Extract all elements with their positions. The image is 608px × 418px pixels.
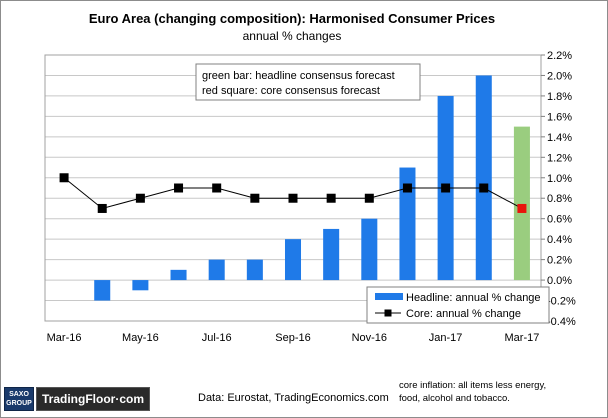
x-tick-label: Sep-16 [275,332,310,344]
y-tick-label: 2.2% [547,50,572,62]
chart-title: Euro Area (changing composition): Harmon… [89,11,495,26]
legend: Headline: annual % change Core: annual %… [366,286,550,324]
x-tick-label: Jan-17 [429,332,463,344]
saxo-logo-bottom: GROUP [6,400,32,407]
x-tick-label: Jul-16 [202,332,232,344]
footer-logos: SAXO GROUP TradingFloor·com [4,387,150,411]
source-note: Data: Eurostat, TradingEconomics.com [198,392,389,404]
core-note-line-2: food, alcohol and tobacco. [399,393,510,404]
bar [475,75,492,281]
core-inflation-note: core inflation: all items less energy, f… [399,379,604,405]
bar [208,259,225,281]
x-tick-label: Mar-17 [505,332,540,344]
y-tick-label: 2.0% [547,70,572,82]
legend-core-marker [384,309,392,317]
bar [94,280,111,301]
y-tick-label: 1.4% [547,132,572,144]
core-marker [364,193,374,203]
core-marker [402,183,412,193]
bar [170,269,187,281]
y-axis-ticks: -0.4% -0.2% 0.0% 0.2% 0.4% 0.6% 0.8% 1.0% 1.2% 1.… [541,50,576,328]
y-tick-label: 0.8% [547,193,572,205]
y-tick-label: 1.2% [547,152,572,164]
line-series [59,173,527,213]
bar [132,280,149,291]
y-tick-label: 0.4% [547,234,572,246]
bar [361,218,378,281]
core-marker [174,183,184,193]
core-marker [212,183,222,193]
bar [399,167,416,281]
core-marker [135,193,145,203]
core-marker [59,173,69,183]
y-tick-label: 0.6% [547,214,572,226]
bar [284,239,302,281]
annotation-line-1: green bar: headline consensus forecast [202,70,395,82]
legend-headline-label: Headline: annual % change [406,292,541,304]
annotation-border [195,63,421,101]
legend-headline-swatch [375,293,403,300]
core-marker [479,183,489,193]
y-tick-label: 0.0% [547,275,572,287]
bar [323,228,340,281]
y-tick-label: 1.0% [547,173,572,185]
y-tick-label: -0.2% [547,296,576,308]
annotation-box: green bar: headline consensus forecast r… [195,63,421,101]
y-tick-label: 1.6% [547,111,572,123]
forecast-core-marker [517,203,527,213]
forecast-bar [513,126,530,281]
y-tick-label: 1.8% [547,91,572,103]
core-marker [441,183,451,193]
core-marker [97,203,107,213]
bar [246,259,263,281]
chart: Euro Area (changing composition): Harmon… [44,11,576,344]
x-tick-label: Nov-16 [352,332,387,344]
y-tick-label: 0.2% [547,255,572,267]
core-note-line-1: core inflation: all items less energy, [399,380,547,391]
core-marker [288,193,298,203]
annotation-line-2: red square: core consensus forecast [202,85,380,97]
chart-subtitle: annual % changes [243,29,342,43]
x-tick-label: May-16 [122,332,159,344]
core-marker [326,193,336,203]
saxo-logo-top: SAXO [9,391,29,398]
x-axis-ticks: Mar-16 May-16 Jul-16 Sep-16 Nov-16 Jan-17 Mar-… [47,332,540,344]
saxo-group-logo: SAXO GROUP [4,387,34,411]
core-marker [250,193,260,203]
tradingfloor-logo: TradingFloor·com [36,387,150,411]
y-tick-label: -0.4% [547,316,576,328]
plot-area [44,54,542,322]
x-tick-label: Mar-16 [47,332,82,344]
legend-core-label: Core: annual % change [406,308,521,320]
